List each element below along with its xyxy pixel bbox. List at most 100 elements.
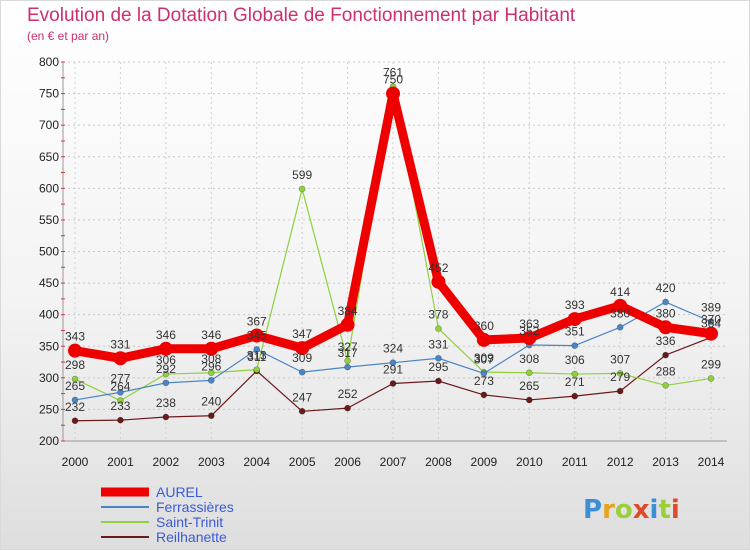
legend-label: Reilhanette <box>156 529 227 545</box>
x-tick-label: 2001 <box>107 455 134 469</box>
series-lines <box>68 83 719 425</box>
data-point <box>295 341 310 356</box>
proxiti-logo: Proxiti <box>583 495 680 525</box>
data-point <box>662 298 669 306</box>
data-label: 299 <box>701 357 721 371</box>
data-label: 265 <box>65 379 85 393</box>
x-tick-label: 2011 <box>562 455 588 469</box>
data-point <box>68 343 82 358</box>
data-point <box>298 185 306 193</box>
data-point <box>253 366 261 373</box>
y-tick-label: 400 <box>39 308 59 322</box>
x-tick-label: 2012 <box>607 455 634 469</box>
data-point <box>435 325 442 332</box>
data-point <box>435 377 442 385</box>
data-label: 363 <box>519 317 539 331</box>
data-point <box>389 359 397 366</box>
data-point <box>616 387 624 395</box>
data-label: 309 <box>474 351 494 365</box>
data-point <box>344 404 351 412</box>
y-tick-label: 800 <box>39 55 59 69</box>
logo-letter: i <box>650 495 659 525</box>
y-tick-label: 350 <box>39 339 59 353</box>
data-label: 347 <box>292 327 312 341</box>
data-point <box>431 274 446 289</box>
data-label: 331 <box>428 337 448 351</box>
data-label: 271 <box>565 375 585 389</box>
data-point <box>71 375 79 383</box>
data-label: 346 <box>201 328 221 342</box>
data-point <box>204 341 219 356</box>
data-label: 317 <box>338 346 358 360</box>
data-label: 384 <box>338 304 358 318</box>
y-tick-label: 600 <box>39 181 59 195</box>
data-point <box>207 369 215 377</box>
data-label: 288 <box>656 364 676 378</box>
data-label: 291 <box>383 363 403 377</box>
data-point <box>113 351 128 366</box>
data-point <box>571 342 579 349</box>
data-point <box>571 370 579 378</box>
x-tick-label: 2004 <box>243 455 270 469</box>
data-label: 273 <box>474 374 494 388</box>
data-point <box>613 298 628 313</box>
data-point <box>435 354 442 362</box>
data-point <box>707 375 715 382</box>
data-point <box>707 318 715 325</box>
data-label: 378 <box>428 308 448 322</box>
chart-subtitle: (en € et par an) <box>27 29 110 43</box>
data-label: 247 <box>292 390 312 404</box>
data-label: 240 <box>201 395 221 409</box>
logo-letter: o <box>615 495 633 525</box>
chart-title: Evolution de la Dotation Globale de Fonc… <box>27 5 576 26</box>
data-label: 393 <box>565 298 585 312</box>
data-point <box>298 408 306 415</box>
logo-letter: P <box>583 495 602 525</box>
data-label: 414 <box>610 285 630 299</box>
axes: 200 250 300 350 400 450 500 550 600 650 700 750 800 2… <box>39 55 727 469</box>
x-tick-label: 2000 <box>62 455 89 469</box>
data-point <box>616 370 624 377</box>
data-point <box>298 368 306 376</box>
data-point <box>71 396 79 404</box>
x-tick-label: 2006 <box>334 455 361 469</box>
data-point <box>253 346 261 353</box>
data-label: 295 <box>428 360 448 374</box>
data-point <box>117 397 124 404</box>
data-point <box>567 312 582 327</box>
data-point <box>207 412 215 420</box>
data-label: 345 <box>247 328 267 342</box>
y-tick-label: 650 <box>39 150 59 164</box>
data-label: 309 <box>292 351 312 365</box>
legend-label: Saint-Trinit <box>156 514 223 530</box>
data-label: 380 <box>610 306 630 320</box>
data-label: 420 <box>656 281 676 295</box>
data-label: 296 <box>201 359 221 373</box>
data-point <box>117 416 124 424</box>
data-point <box>71 417 79 425</box>
data-label: 277 <box>110 371 130 385</box>
data-label: 311 <box>247 350 266 364</box>
data-point <box>158 341 173 356</box>
x-tick-label: 2014 <box>698 455 725 469</box>
data-point <box>662 382 669 389</box>
data-label: 324 <box>383 342 403 356</box>
data-point <box>162 413 170 421</box>
data-point <box>616 323 624 331</box>
y-tick-label: 550 <box>39 213 59 227</box>
logo-letter: t <box>658 495 670 525</box>
data-point <box>658 320 673 335</box>
data-point <box>480 391 488 399</box>
data-label: 336 <box>656 334 676 348</box>
y-tick-label: 750 <box>39 87 59 101</box>
data-label: 265 <box>519 379 539 393</box>
logo-letter: i <box>671 495 680 525</box>
data-label: 452 <box>428 261 448 275</box>
x-tick-label: 2007 <box>380 455 407 469</box>
logo-letter: x <box>633 495 650 525</box>
data-point <box>340 317 355 332</box>
data-labels: 343 331 346 346 367 347 384 750 452 360 363 393 414 3… <box>65 66 721 414</box>
data-point <box>476 332 491 347</box>
data-point <box>480 370 488 377</box>
